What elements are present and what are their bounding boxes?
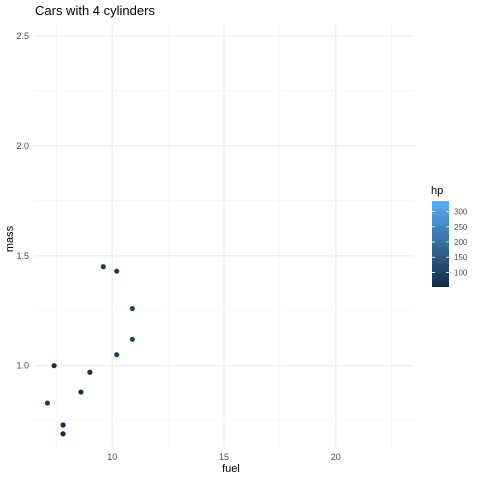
y-tick-label: 2.5 bbox=[16, 31, 29, 41]
data-point bbox=[114, 352, 120, 358]
legend-tick-label: 150 bbox=[454, 253, 468, 262]
data-point bbox=[60, 422, 66, 428]
data-point bbox=[129, 336, 135, 342]
data-points bbox=[44, 264, 135, 437]
x-tick-label: 10 bbox=[107, 452, 117, 462]
x-tick-label: 20 bbox=[331, 452, 341, 462]
y-tick-label: 1.5 bbox=[16, 251, 29, 261]
legend-colorbar bbox=[432, 201, 449, 287]
data-point bbox=[114, 268, 120, 274]
data-point bbox=[60, 431, 66, 437]
x-tick-label: 15 bbox=[219, 452, 229, 462]
y-axis-title: mass bbox=[4, 225, 16, 252]
legend-title: hp bbox=[431, 185, 443, 197]
legend-ticks: 100 150 200 250 300 bbox=[432, 208, 468, 277]
data-point bbox=[51, 363, 57, 369]
data-point bbox=[44, 400, 51, 406]
y-tick-label: 2.0 bbox=[16, 141, 29, 151]
legend-tick-label: 200 bbox=[454, 238, 468, 247]
x-axis-title: fuel bbox=[222, 463, 240, 475]
chart-title: Cars with 4 cylinders bbox=[35, 3, 155, 18]
plot-panel bbox=[34, 25, 414, 447]
y-axis-ticks: 1.0 1.5 2.0 2.5 bbox=[16, 31, 29, 371]
legend-tick-label: 250 bbox=[454, 223, 468, 232]
legend-tick-label: 300 bbox=[454, 208, 468, 217]
legend-tick-label: 100 bbox=[454, 268, 468, 277]
data-point bbox=[78, 389, 84, 395]
data-point bbox=[129, 305, 135, 312]
y-tick-label: 1.0 bbox=[16, 361, 29, 371]
data-point bbox=[100, 264, 106, 270]
color-legend: hp 100 150 200 250 300 bbox=[431, 185, 468, 287]
data-point bbox=[87, 369, 93, 375]
x-axis-ticks: 10 15 20 bbox=[107, 452, 341, 462]
